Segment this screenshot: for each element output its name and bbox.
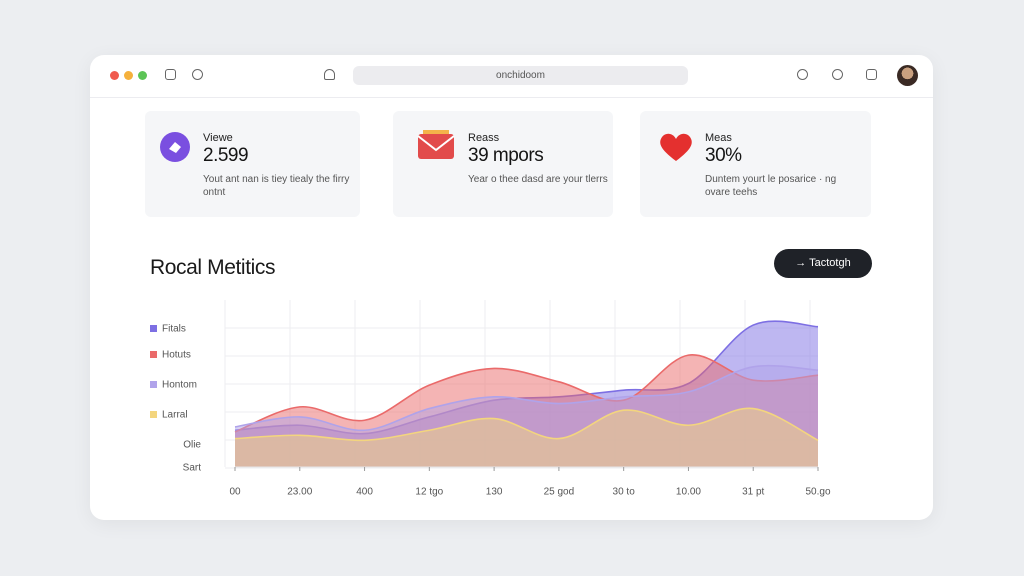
address-bar[interactable]: onchidoom bbox=[353, 66, 688, 85]
x-tick-label: 400 bbox=[356, 487, 373, 498]
stat-card: Reass 39 mpors Year o thee dasd are your… bbox=[393, 111, 613, 217]
card-label: Meas bbox=[705, 132, 732, 144]
card-label: Viewe bbox=[203, 132, 233, 144]
x-tick-label: 23.00 bbox=[287, 487, 312, 498]
card-icon bbox=[417, 130, 455, 159]
legend-swatch bbox=[150, 325, 157, 332]
user-icon[interactable] bbox=[324, 69, 335, 80]
card-icon bbox=[160, 132, 190, 162]
area-line bbox=[234, 354, 819, 433]
close-button[interactable] bbox=[110, 71, 119, 80]
x-tick-label: 130 bbox=[486, 487, 503, 498]
card-value: 2.599 bbox=[203, 145, 249, 166]
toolbar: onchidoom bbox=[90, 55, 933, 98]
card-description: Duntem yourt le posarice · ng ovare teeh… bbox=[705, 174, 837, 198]
legend-swatch bbox=[150, 381, 157, 388]
card-label: Reass bbox=[468, 132, 500, 144]
x-tick-label: 50.go bbox=[805, 487, 830, 498]
settings-icon[interactable] bbox=[866, 69, 877, 80]
area-line bbox=[234, 407, 819, 442]
section-title: Rocal Metitics bbox=[150, 256, 276, 279]
legend-label: Fitals bbox=[162, 324, 186, 335]
extension-icon[interactable] bbox=[192, 69, 203, 80]
minimize-button[interactable] bbox=[124, 71, 133, 80]
x-tick-label: 00 bbox=[229, 487, 241, 498]
card-description: Year o thee dasd are your tlerrs bbox=[468, 174, 608, 185]
browser-window: onchidoom Viewe 2.599 Yout ant nan is ti… bbox=[90, 55, 933, 520]
share-icon[interactable] bbox=[797, 69, 808, 80]
button-label: Tactotgh bbox=[809, 257, 851, 269]
chart: Fitals Hotuts Hontom Larral Olie Sart 00 23.00 4… bbox=[150, 300, 831, 498]
legend-label: Hontom bbox=[162, 380, 197, 391]
card-value: 39 mpors bbox=[468, 145, 544, 166]
stat-card: Viewe 2.599 Yout ant nan is tiey tiealy … bbox=[145, 111, 360, 217]
x-tick-label: 31 pt bbox=[742, 487, 764, 498]
y-label: Olie bbox=[183, 440, 201, 451]
stat-card: Meas 30% Duntem yourt le posarice · ng o… bbox=[640, 111, 871, 217]
legend-label: Hotuts bbox=[162, 350, 191, 361]
tab-icon[interactable] bbox=[165, 69, 176, 80]
card-icon bbox=[660, 133, 692, 161]
area-line bbox=[234, 364, 819, 432]
x-tick-label: 30 to bbox=[613, 487, 636, 498]
maximize-button[interactable] bbox=[138, 71, 147, 80]
x-tick-label: 12 tgo bbox=[415, 487, 443, 498]
x-tick-label: 10.00 bbox=[676, 487, 701, 498]
card-value: 30% bbox=[705, 145, 742, 166]
legend-swatch bbox=[150, 351, 157, 358]
x-tick-label: 25 god bbox=[544, 487, 575, 498]
y-label: Sart bbox=[183, 463, 202, 474]
legend-swatch bbox=[150, 411, 157, 418]
action-button[interactable]: → Tactotgh bbox=[774, 249, 872, 278]
card-description: Yout ant nan is tiey tiealy the firry on… bbox=[203, 174, 350, 198]
avatar[interactable] bbox=[897, 65, 918, 86]
legend-label: Larral bbox=[162, 410, 188, 421]
pin-icon[interactable] bbox=[832, 69, 843, 80]
